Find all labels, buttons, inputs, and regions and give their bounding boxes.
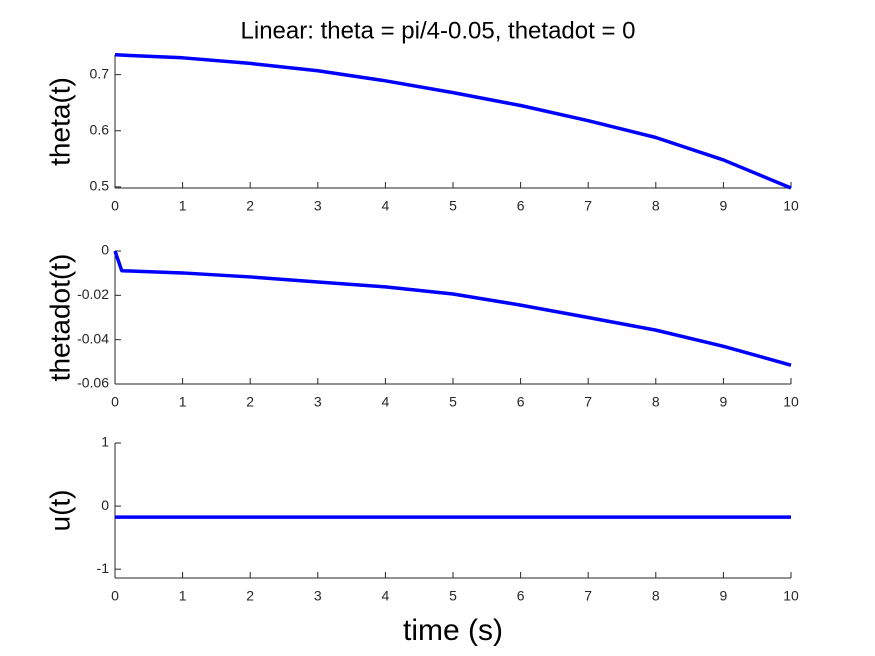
x-tick-label: 9 (720, 588, 728, 604)
x-tick-label: 4 (382, 588, 390, 604)
x-tick-label: 1 (179, 394, 187, 410)
x-tick-label: 8 (652, 394, 660, 410)
x-tick-label: 10 (783, 198, 799, 214)
x-tick-label: 7 (584, 588, 592, 604)
data-line (113, 250, 792, 367)
x-tick-label: 9 (720, 198, 728, 214)
x-tick-label: 6 (517, 394, 525, 410)
x-tick-label: 0 (111, 394, 119, 410)
x-tick-label: 6 (517, 588, 525, 604)
x-tick-label: 8 (652, 198, 660, 214)
x-tick-label: 2 (246, 394, 254, 410)
x-tick-label: 2 (246, 198, 254, 214)
x-tick-label: 1 (179, 198, 187, 214)
chart-title: Linear: theta = pi/4-0.05, thetadot = 0 (241, 17, 636, 44)
y-tick-label: -0.02 (77, 286, 109, 302)
y-axis-label: theta(t) (44, 77, 75, 166)
y-tick-label: 0 (101, 242, 109, 258)
x-tick-label: 2 (246, 588, 254, 604)
y-tick-label: 0.5 (90, 178, 110, 194)
x-tick-label: 10 (783, 588, 799, 604)
x-tick-label: 0 (111, 198, 119, 214)
x-tick-label: 9 (720, 394, 728, 410)
x-tick-label: 5 (449, 198, 457, 214)
x-tick-label: 1 (179, 588, 187, 604)
x-axis-label: time (s) (403, 614, 503, 647)
x-tick-label: 3 (314, 394, 322, 410)
y-tick-label: 0.6 (90, 121, 110, 137)
y-axis-label: u(t) (44, 490, 75, 532)
x-tick-label: 0 (111, 588, 119, 604)
x-tick-label: 8 (652, 588, 660, 604)
y-tick-label: -0.04 (77, 330, 109, 346)
x-tick-label: 7 (584, 394, 592, 410)
y-tick-label: 1 (101, 434, 109, 450)
x-tick-label: 6 (517, 198, 525, 214)
data-line (114, 53, 792, 190)
x-tick-label: 10 (783, 394, 799, 410)
y-tick-label: 0.7 (90, 65, 110, 81)
x-tick-label: 5 (449, 394, 457, 410)
x-tick-label: 4 (382, 198, 390, 214)
y-tick-label: 0 (101, 497, 109, 513)
y-tick-label: -1 (97, 560, 110, 576)
x-tick-label: 3 (314, 588, 322, 604)
y-axis-label: thetadot(t) (44, 254, 75, 382)
x-tick-label: 4 (382, 394, 390, 410)
x-tick-label: 3 (314, 198, 322, 214)
x-tick-label: 5 (449, 588, 457, 604)
x-tick-label: 7 (584, 198, 592, 214)
y-tick-label: -0.06 (77, 375, 109, 391)
